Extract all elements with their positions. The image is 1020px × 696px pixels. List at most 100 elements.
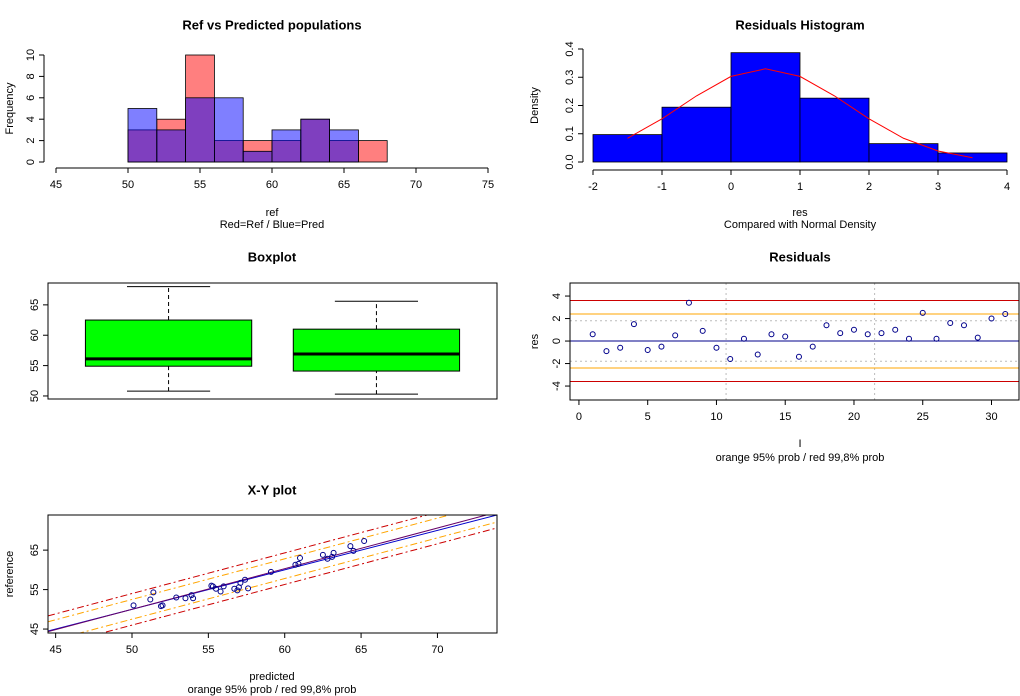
point <box>603 348 610 355</box>
point <box>864 331 871 338</box>
point <box>245 585 252 592</box>
point <box>217 588 224 595</box>
fit-line <box>48 515 489 633</box>
x-tick-label: 65 <box>355 644 367 656</box>
point <box>147 596 154 603</box>
y-tick-label: 65 <box>29 544 41 556</box>
point <box>212 585 219 592</box>
y-tick-label: 0.1 <box>564 126 576 141</box>
point <box>242 576 249 583</box>
subtitle: Compared with Normal Density <box>724 219 877 231</box>
x-tick-label: 75 <box>482 179 494 191</box>
y-tick-label: 4 <box>551 293 563 299</box>
y-axis-label: Frequency <box>4 82 16 134</box>
bar <box>300 118 330 163</box>
bar <box>156 129 187 163</box>
x-axis-label: res <box>792 207 808 219</box>
y-tick-label: 10 <box>25 49 37 61</box>
point <box>713 344 720 351</box>
bar <box>592 134 663 163</box>
bar <box>242 150 273 163</box>
point <box>933 335 940 342</box>
bar <box>357 140 388 163</box>
x-tick-label: 45 <box>50 644 62 656</box>
point <box>267 568 274 575</box>
point <box>234 587 241 594</box>
point <box>960 322 967 329</box>
point <box>292 561 299 568</box>
bar <box>329 129 359 163</box>
point <box>150 589 157 596</box>
plot-area <box>48 515 497 633</box>
point <box>878 330 885 337</box>
chart-title: Boxplot <box>248 249 297 264</box>
point <box>837 330 844 337</box>
y-tick-label: 0 <box>25 159 37 165</box>
point <box>699 327 706 334</box>
point <box>220 583 227 590</box>
x-axis-label: I <box>798 438 801 450</box>
point <box>658 343 665 350</box>
x-tick-label: 55 <box>194 179 206 191</box>
x-tick-label: 20 <box>848 411 860 423</box>
x-tick-label: 4 <box>1004 181 1010 193</box>
point <box>892 326 899 333</box>
point <box>727 356 734 363</box>
x-tick-label: 30 <box>985 411 997 423</box>
x-tick-label: 5 <box>645 411 651 423</box>
x-tick-label: 2 <box>866 181 872 193</box>
point <box>235 584 242 591</box>
point <box>329 553 336 560</box>
point <box>190 595 197 602</box>
point <box>617 344 624 351</box>
subtitle: Red=Ref / Blue=Pred <box>220 219 325 231</box>
y-tick-label: 0.3 <box>564 70 576 85</box>
bar <box>661 106 732 163</box>
x-tick-label: 15 <box>779 411 791 423</box>
density-curve <box>627 68 973 159</box>
point <box>740 335 747 342</box>
plot-frame <box>569 282 1020 401</box>
y-tick-label: 6 <box>25 95 37 101</box>
point <box>644 347 651 354</box>
chart-title: Residuals <box>769 249 830 264</box>
fit-line <box>78 521 497 633</box>
point <box>685 299 692 306</box>
x-tick-label: -1 <box>657 181 667 193</box>
point <box>361 538 368 545</box>
point <box>809 343 816 350</box>
y-tick-label: 2 <box>25 138 37 144</box>
point <box>330 549 337 556</box>
x-tick-label: 0 <box>576 411 582 423</box>
x-tick-label: 1 <box>797 181 803 193</box>
plot-frame <box>47 282 498 400</box>
subtitle: orange 95% prob / red 99,8% prob <box>188 684 357 696</box>
y-tick-label: 55 <box>29 359 41 371</box>
y-tick-label: 0.0 <box>564 154 576 169</box>
y-tick-label: -2 <box>551 359 563 369</box>
point <box>319 551 326 558</box>
x-tick-label: 70 <box>431 644 443 656</box>
bar <box>730 52 801 163</box>
y-axis-label: reference <box>4 551 16 597</box>
point <box>130 602 137 609</box>
point <box>754 351 761 358</box>
bar <box>868 143 939 163</box>
chart-title: Ref vs Predicted populations <box>182 17 361 32</box>
fit-line <box>100 527 497 633</box>
y-tick-label: 0.4 <box>564 41 576 56</box>
x-tick-label: 60 <box>266 179 278 191</box>
box <box>292 328 461 372</box>
x-axis-label: predicted <box>249 671 294 683</box>
point <box>905 335 912 342</box>
bar <box>185 97 215 163</box>
y-tick-label: 0.2 <box>564 98 576 113</box>
point <box>768 331 775 338</box>
point <box>795 353 802 360</box>
plot-area <box>570 283 1019 400</box>
y-tick-label: 45 <box>29 623 41 635</box>
fit-line <box>48 515 452 623</box>
subtitle: orange 95% prob / red 99,8% prob <box>716 452 885 464</box>
